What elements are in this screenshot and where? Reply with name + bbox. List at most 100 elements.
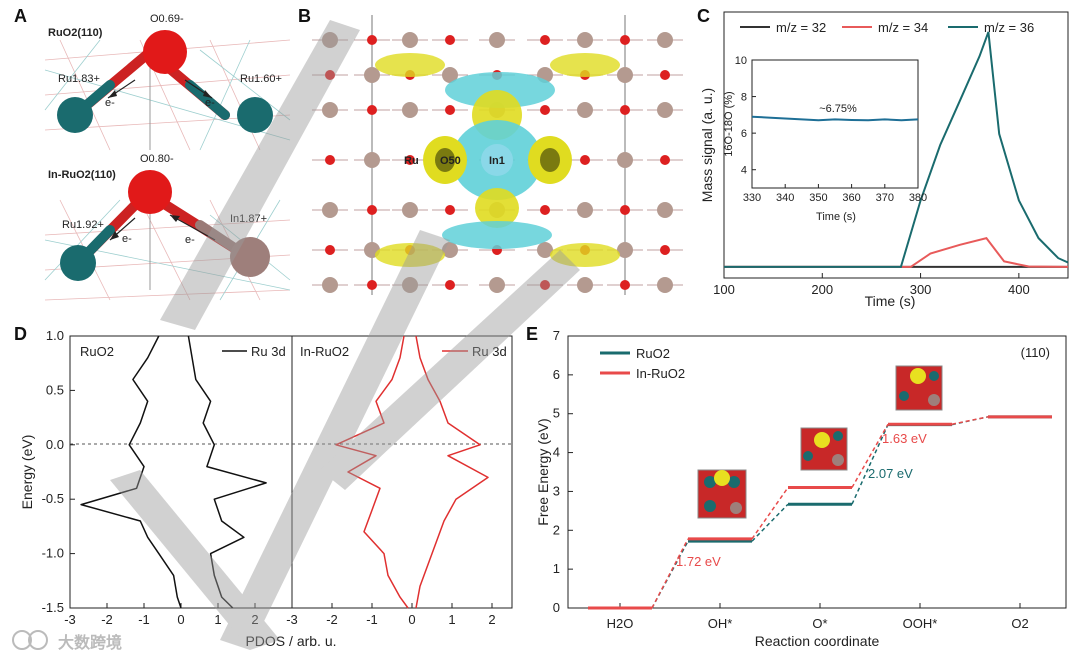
x-tick-label: 0 [408,612,415,627]
inset-y-tick-label: 4 [741,165,747,177]
panel-c-y-title: Mass signal (a. u.) [699,88,715,202]
inset-x-tick-label: 370 [876,192,894,204]
energy-connector [751,503,789,542]
panel-e-facet: (110) [1021,345,1050,360]
x-tick-label: 400 [1008,282,1030,297]
y-tick-label: 0.5 [46,382,64,397]
panel-a-bottom-e-left: e- [122,233,132,245]
x-tick-label: 0 [177,612,184,627]
panel-c-inset-x-title: Time (s) [816,211,856,223]
panel-e-legend-ruo2: RuO2 [636,346,670,361]
y-tick-label: 3 [553,483,560,498]
panel-a-bottom-in-right: In1.87+ [230,213,267,225]
y-tick-label: -1.5 [42,600,64,615]
lattice-metal-atom [322,32,338,48]
panel-a: A RuO2(110) O0.69- Ru1.83+ Ru1.60+ e- e- [14,6,291,301]
lattice-metal-atom [577,32,593,48]
lattice-metal-atom [577,102,593,118]
panel-e-x-ticks: H2O OH* O* OOH* O2 [607,603,1029,631]
lattice-metal-atom [364,152,380,168]
ru-atom [237,97,273,133]
lattice-oxygen-atom [325,245,335,255]
lattice-oxygen-atom [660,245,670,255]
panel-e-label: E [526,324,538,344]
inset-x-tick-label: 340 [776,192,794,204]
y-tick-label: 1.0 [46,328,64,343]
x-tick-label: OOH* [903,616,938,631]
x-tick-label: -2 [101,612,113,627]
lattice-oxygen-atom [660,155,670,165]
lattice-oxygen-atom [620,205,630,215]
lattice-metal-atom [489,32,505,48]
in-atom [230,237,270,277]
lattice-metal-atom [657,202,673,218]
lattice-oxygen-atom [620,35,630,45]
lattice-metal-atom [322,102,338,118]
legend-label: m/z = 36 [984,20,1034,35]
panel-d-legend-left: Ru 3d [251,344,286,359]
lattice-metal-atom [657,32,673,48]
legend-label: m/z = 34 [878,20,928,35]
panel-d-series [80,335,489,609]
y-tick-label: 0.0 [46,437,64,452]
x-tick-label: 200 [811,282,833,297]
panel-d-label: D [14,324,27,344]
lattice-oxygen-atom [620,105,630,115]
lattice-metal-atom [617,242,633,258]
x-tick-label: -1 [366,612,378,627]
energy-connector [751,487,789,540]
y-tick-label: -1.0 [42,546,64,561]
panel-d-left-title: RuO2 [80,344,114,359]
panel-c-inset-annotation: ~6.75% [819,103,857,115]
inset-x-tick-label: 350 [809,192,827,204]
panel-a-top-e-left: e- [105,97,115,109]
lattice-oxygen-atom [580,155,590,165]
lattice-metal-atom [402,102,418,118]
panel-e-barrier-2: 2.07 eV [868,466,913,481]
pdos-line-2 [187,335,267,609]
lattice-oxygen-atom [540,105,550,115]
adsorbate-model-o [800,427,848,471]
y-tick-label: -0.5 [42,491,64,506]
panel-b-atom-label-ru: Ru [404,155,419,167]
x-tick-label: OH* [708,616,733,631]
adsorbate-model-oh [697,469,747,519]
lattice-metal-atom [657,277,673,293]
x-tick-label: 2 [488,612,495,627]
lattice-oxygen-atom [325,155,335,165]
lattice-oxygen-atom [620,280,630,290]
inset-y-tick-label: 10 [735,55,747,67]
series-line-2 [724,236,1069,268]
panel-c-label: C [697,6,710,26]
ru-atom [60,245,96,281]
panel-e-legend-in-ruo2: In-RuO2 [636,366,685,381]
x-tick-label: -1 [138,612,150,627]
panel-d-x-ticks: -3 -2 -1 0 1 2 -3 -2 -1 0 1 2 [64,603,496,627]
panel-c-legend: m/z = 32 m/z = 34 m/z = 36 [740,20,1034,35]
pdos-line-3 [335,335,409,609]
panel-a-top-o-charge: O0.69- [150,13,184,25]
inset-x-tick-label: 360 [842,192,860,204]
panel-c-inset: 330 340 350 360 370 380 4 6 8 10 [735,55,927,204]
panel-c-inset-frame [751,59,919,189]
y-tick-label: 0 [553,600,560,615]
lattice-oxygen-atom [445,205,455,215]
panel-d-y-title: Energy (eV) [19,435,35,510]
x-tick-label: H2O [607,616,634,631]
watermark-logo-icon [12,630,48,650]
x-tick-label: -3 [64,612,76,627]
lattice-oxygen-atom [540,35,550,45]
y-tick-label: 1 [553,561,560,576]
lattice-metal-atom [657,102,673,118]
lattice-metal-atom [364,67,380,83]
panel-a-top-e-right: e- [205,97,215,109]
panel-d-x-title: PDOS / arb. u. [245,633,336,649]
y-tick-label: 5 [553,406,560,421]
y-tick-label: 7 [553,328,560,343]
inset-y-tick-label: 6 [741,128,747,140]
lattice-metal-atom [402,277,418,293]
inset-x-tick-label: 380 [909,192,927,204]
lattice-metal-atom [617,67,633,83]
panel-a-top-title: RuO2(110) [48,27,103,39]
